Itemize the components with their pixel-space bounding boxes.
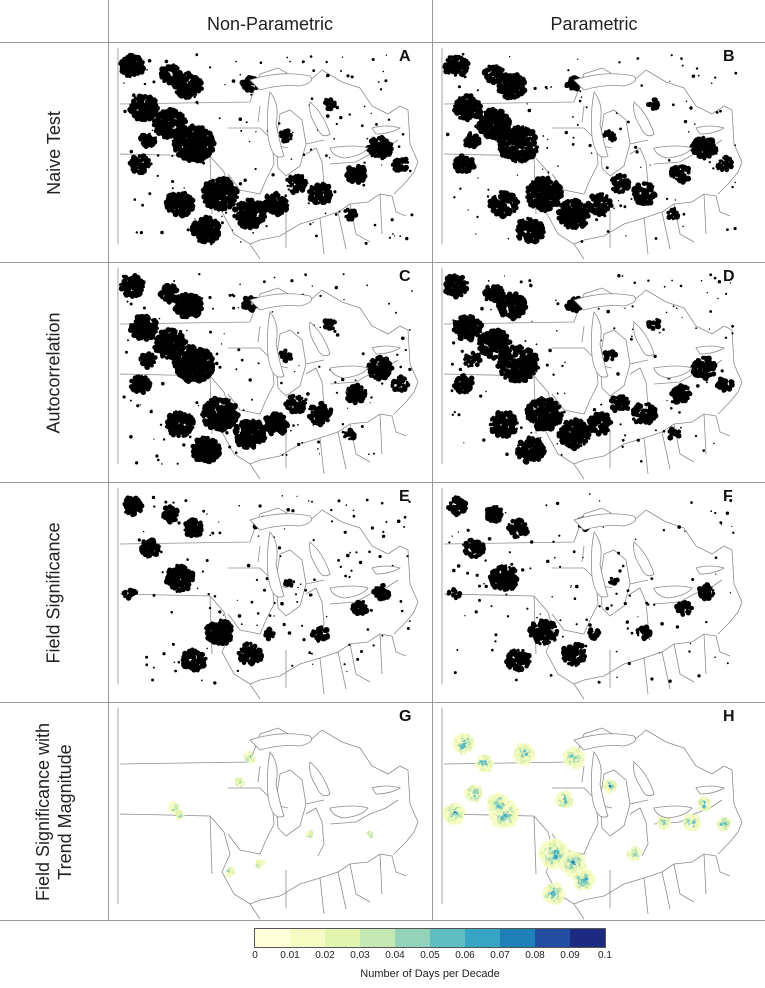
map-panel-b (434, 44, 756, 261)
trend-magnitude-area (442, 732, 732, 906)
map-svg (441, 708, 743, 920)
panel-letter-g: G (399, 708, 412, 725)
row-label-text: Autocorrelation (44, 311, 65, 434)
legend-tick-7: 0.07 (490, 950, 510, 961)
state-boundaries (117, 708, 419, 920)
row-label-naive-test: Naive Test (0, 43, 108, 262)
significant-trend-area (121, 495, 411, 685)
row-label-field-significance: Field Significance (0, 483, 108, 702)
legend-swatch-0 (255, 929, 290, 947)
grid-horizontal-1 (0, 262, 765, 263)
legend-swatch-8 (535, 929, 570, 947)
map-panel-g (110, 704, 432, 921)
map-svg (117, 708, 419, 920)
trend-magnitude-area (167, 750, 374, 878)
row-label-text: Naive Test (44, 110, 64, 195)
map-svg (117, 48, 419, 260)
map-panel-d (434, 264, 756, 481)
significant-trend-area (446, 493, 735, 684)
panel-letter-f: F (723, 488, 733, 505)
legend-tick-8: 0.08 (525, 950, 545, 961)
map-svg (441, 268, 743, 480)
legend-swatch-1 (290, 929, 325, 947)
legend-tick-4: 0.04 (385, 950, 405, 961)
legend-tick-6: 0.06 (455, 950, 475, 961)
row-label-text: Field Significance (44, 521, 65, 664)
state-boundaries (441, 708, 743, 920)
panel-letter-c: C (399, 268, 411, 285)
great-lakes (573, 513, 725, 599)
row-label-trend-magnitude: Field Significance with Trend Magnitude (0, 703, 108, 920)
map-svg (117, 268, 419, 480)
great-lakes (573, 73, 725, 159)
map-panel-f (434, 484, 756, 701)
legend-tick-0: 0 (252, 950, 258, 961)
state-boundaries (441, 268, 743, 480)
map-svg (117, 488, 419, 700)
great-lakes (249, 513, 401, 599)
map-panel-e (110, 484, 432, 701)
state-boundaries (441, 48, 743, 260)
map-svg (441, 48, 743, 260)
significant-trend-area (118, 273, 413, 465)
legend-title: Number of Days per Decade (360, 968, 500, 980)
legend-tick-3: 0.03 (350, 950, 370, 961)
panel-letter-b: B (723, 48, 735, 65)
great-lakes (249, 293, 401, 379)
state-boundaries (117, 48, 419, 260)
grid-horizontal-2 (0, 482, 765, 483)
row-label-autocorrelation: Autocorrelation (0, 263, 108, 482)
row-label-text: Field Significance with Trend Magnitude (32, 722, 76, 900)
row-label-line-1: Field Significance with (33, 722, 53, 901)
state-boundaries (117, 268, 419, 480)
map-panel-c (110, 264, 432, 481)
legend-tick-1: 0.01 (280, 950, 300, 961)
great-lakes (573, 293, 725, 379)
panel-letter-d: D (723, 268, 735, 285)
great-lakes (249, 733, 401, 819)
legend-color-bar (254, 928, 606, 948)
legend-tick-10: 0.1 (598, 950, 612, 961)
grid-vertical-left (108, 0, 109, 920)
row-label-line-2: Trend Magnitude (55, 743, 75, 880)
state-boundaries (117, 488, 419, 700)
grid-vertical-mid (432, 0, 433, 920)
legend-tick-9: 0.09 (560, 950, 580, 961)
map-panel-a (110, 44, 432, 261)
grid-horizontal-3 (0, 702, 765, 703)
legend-swatch-7 (500, 929, 535, 947)
significant-trend-area (118, 52, 414, 246)
legend-tick-5: 0.05 (420, 950, 440, 961)
column-header-parametric: Parametric (550, 14, 638, 34)
grid-horizontal-bottom (0, 920, 765, 921)
legend-swatch-9 (570, 929, 605, 947)
great-lakes (573, 733, 725, 819)
panel-letter-a: A (399, 48, 411, 65)
legend-swatch-5 (430, 929, 465, 947)
panel-letter-e: E (399, 488, 410, 505)
legend-swatch-3 (360, 929, 395, 947)
map-panel-h (434, 704, 756, 921)
map-svg (441, 488, 743, 700)
legend-swatch-6 (465, 929, 500, 947)
column-header-non-parametric: Non-Parametric (206, 14, 334, 34)
great-lakes (249, 73, 401, 159)
legend-tick-2: 0.02 (315, 950, 335, 961)
legend-swatch-2 (325, 929, 360, 947)
legend-swatch-4 (395, 929, 430, 947)
grid-horizontal-header (0, 42, 765, 43)
panel-letter-h: H (723, 708, 735, 725)
significant-trend-area (443, 273, 735, 465)
